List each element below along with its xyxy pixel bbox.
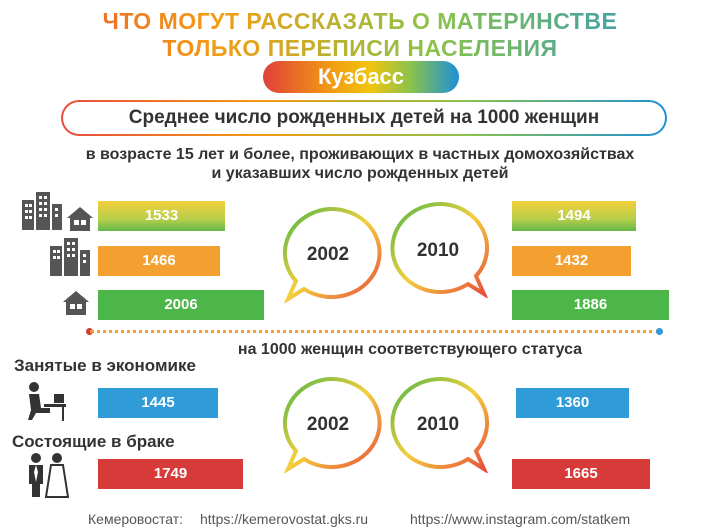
bar-rural-2010: 1886 — [512, 290, 669, 320]
title-line-1: ЧТО МОГУТ РАССКАЗАТЬ О МАТЕРИНСТВЕ — [0, 8, 720, 35]
speech-bubble-2010-top — [390, 201, 490, 298]
year-label-2010: 2010 — [416, 240, 460, 261]
speech-bubble-2002-bottom — [282, 376, 382, 473]
bar-urban-rural-2002: 1533 — [98, 201, 225, 231]
bar-married-2002: 1749 — [98, 459, 243, 489]
bar-urban-2002: 1466 — [98, 246, 220, 276]
note-status: на 1000 женщин соответствующего статуса — [237, 341, 583, 358]
footer-org: Кемеровостат: — [88, 511, 184, 527]
bar-employed-2002: 1445 — [98, 388, 218, 418]
region-badge: Кузбасс — [263, 61, 459, 93]
divider-dot-left — [86, 328, 93, 335]
office-worker-icon — [28, 382, 66, 421]
city-buildings-icon — [50, 238, 90, 276]
category-married: Состоящие в браке — [12, 432, 175, 451]
year-label-2010-bottom: 2010 — [416, 414, 460, 435]
note-line-2: и указавших число рожденных детей — [211, 165, 509, 182]
footer-site-link[interactable]: https://kemerovostat.gks.ru — [200, 511, 369, 527]
city-buildings-icon — [22, 192, 62, 230]
divider-dot-right — [656, 328, 663, 335]
bar-married-2010: 1665 — [512, 459, 650, 489]
bar-urban-2010: 1432 — [512, 246, 631, 276]
category-employed: Занятые в экономике — [14, 356, 196, 375]
wedding-couple-icon — [29, 453, 70, 498]
note-line-1: в возрасте 15 лет и более, проживающих в… — [85, 146, 635, 163]
house-icon — [67, 207, 93, 231]
footer-instagram-link[interactable]: https://www.instagram.com/statkem — [410, 511, 631, 527]
subtitle-box: Среднее число рожденных детей на 1000 же… — [61, 100, 667, 136]
speech-bubble-2002-top — [282, 206, 382, 303]
year-label-2002-bottom: 2002 — [306, 414, 350, 435]
subtitle: Среднее число рожденных детей на 1000 же… — [63, 102, 665, 134]
title-line-2: ТОЛЬКО ПЕРЕПИСИ НАСЕЛЕНИЯ — [0, 35, 720, 62]
year-label-2002: 2002 — [306, 244, 350, 265]
bar-urban-rural-2010: 1494 — [512, 201, 636, 231]
bar-rural-2002: 2006 — [98, 290, 264, 320]
house-icon — [63, 291, 89, 315]
divider — [90, 330, 660, 333]
speech-bubble-2010-bottom — [390, 376, 490, 473]
bar-employed-2010: 1360 — [516, 388, 629, 418]
